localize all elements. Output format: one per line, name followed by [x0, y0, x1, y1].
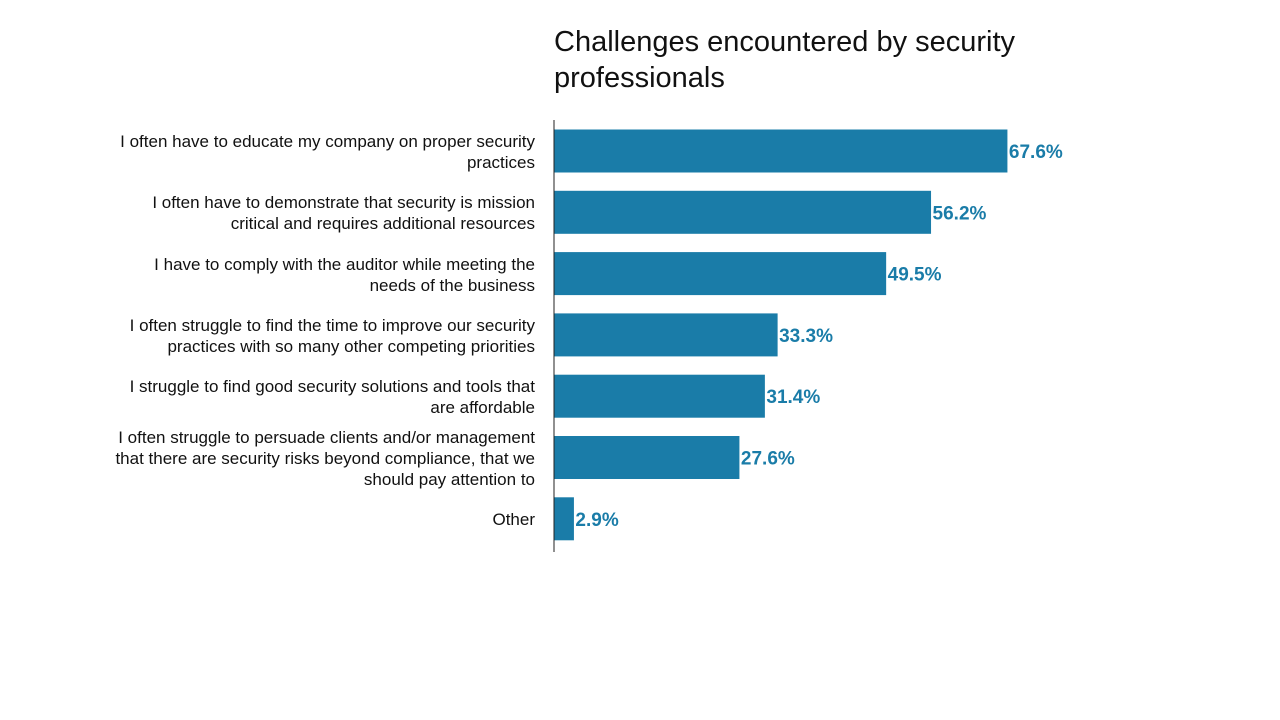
category-label: I struggle to find good security solutio… — [129, 377, 535, 418]
bar — [554, 374, 765, 418]
value-label: 56.2% — [933, 203, 987, 224]
category-label: I often have to educate my company on pr… — [120, 132, 535, 172]
category-label: I often struggle to find the time to imp… — [129, 315, 535, 356]
category-label: Other — [492, 510, 535, 530]
value-label: 31.4% — [766, 387, 820, 408]
bar — [554, 252, 887, 296]
value-label: 27.6% — [741, 449, 795, 470]
chart-title: Challenges encountered by security profe… — [554, 26, 1016, 94]
bar — [554, 313, 778, 357]
bar — [554, 436, 740, 479]
value-label: 67.6% — [1009, 142, 1063, 163]
category-label: I often have to demonstrate that securit… — [152, 193, 535, 234]
value-label: 49.5% — [888, 265, 942, 286]
bar — [554, 497, 574, 541]
bar — [554, 129, 1008, 173]
category-label: I often struggle to persuade clients and… — [115, 428, 535, 489]
category-label: I have to comply with the auditor while … — [154, 254, 535, 295]
value-label: 33.3% — [779, 326, 833, 347]
bar — [554, 190, 932, 234]
value-label: 2.9% — [575, 510, 618, 531]
